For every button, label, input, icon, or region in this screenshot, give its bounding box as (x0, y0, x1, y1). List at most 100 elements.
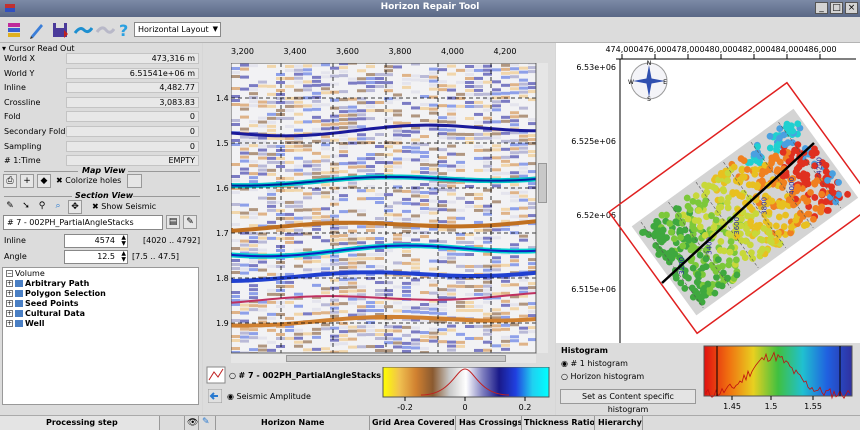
contour-label: 3400 (706, 237, 714, 255)
tree-item[interactable]: + Arbitrary Path (6, 279, 89, 288)
tree-item[interactable]: + Cultural Data (6, 309, 85, 318)
show-seismic-label: Show Seismic (101, 202, 157, 211)
pen-tool-icon[interactable]: ✎ (6, 201, 14, 211)
contour-label: 4000 (788, 177, 796, 195)
colorbar-icon[interactable] (206, 366, 226, 384)
x-tick-label: 3,600 (336, 47, 359, 56)
map-y-tick-label: 6.52e+06 (576, 211, 616, 220)
expand-icon[interactable]: + (6, 290, 13, 297)
amplitude-radio[interactable]: ◉ Seismic Amplitude (227, 392, 311, 401)
histogram-option-2[interactable]: ○ Horizon histogram (561, 372, 644, 381)
arrow-tool-icon[interactable]: ➘ (22, 201, 30, 211)
cursor-readout-header[interactable]: ▾ Cursor Read Out (2, 44, 75, 53)
color-swatch-button[interactable] (127, 174, 142, 188)
colorbar-tick-label: -0.2 (397, 403, 413, 412)
expand-icon[interactable]: + (6, 280, 13, 287)
inline-spinner[interactable]: 4574 ▲ ▼ (64, 234, 128, 248)
column-divider (215, 416, 216, 430)
select-tool-icon[interactable]: ⎙ (3, 174, 17, 188)
tree-item[interactable]: + Polygon Selection (6, 289, 106, 298)
vertical-scrollbar[interactable] (536, 63, 548, 353)
column-divider (369, 416, 370, 430)
maximize-button[interactable]: □ (830, 2, 843, 14)
tree-item[interactable]: + Seed Points (6, 299, 79, 308)
inline-label: Inline (4, 236, 26, 245)
divider (133, 196, 200, 197)
cursor-field-label: Sampling (4, 141, 42, 151)
seismic-colorbar[interactable]: -0.2 0 0.2 (381, 367, 553, 413)
app-icon (5, 4, 15, 12)
histogram-option-1[interactable]: ◉ # 1 histogram (561, 359, 628, 368)
eye-icon[interactable]: 👁 (187, 418, 199, 428)
col-horizon-name[interactable]: Horizon Name (261, 418, 325, 427)
compass-icon: N S E W (628, 60, 668, 103)
x-tick-label: 3,200 (231, 47, 254, 56)
map-y-tick-label: 6.515e+06 (571, 285, 616, 294)
dataset-select[interactable]: # 7 - 002PH_PartialAngleStacks (3, 215, 163, 230)
collapse-icon[interactable]: − (6, 270, 13, 277)
tree-root[interactable]: − Volume (6, 269, 45, 278)
scroll-thumb[interactable] (286, 355, 506, 362)
title-bar: Horizon Repair Tool _ □ × (0, 0, 860, 17)
cursor-field-label: Secondary Fold (4, 127, 66, 136)
cursor-field-label: Fold (4, 112, 21, 122)
layout-select[interactable]: Horizontal Layout ▼ (134, 22, 221, 37)
histogram-chart[interactable]: 1.45 1.5 1.55 (702, 344, 856, 414)
folder-icon (15, 290, 23, 297)
angle-spinner[interactable]: 12.5 ▲ ▼ (64, 250, 128, 264)
map-view[interactable]: 474,000 476,000 478,000 480,000 482,000 484,0… (556, 43, 860, 343)
spinner-arrows-icon[interactable]: ▲ ▼ (121, 250, 126, 263)
colorbar-tick-label: 0 (462, 403, 467, 412)
pick-tool-icon[interactable]: ⚲ (38, 201, 46, 211)
cursor-field-value: 4,482.77 (66, 82, 199, 94)
col-has-crossings[interactable]: Has Crossings (459, 418, 523, 427)
pan-icon[interactable]: ✥ (68, 200, 82, 214)
tree-item-label: Cultural Data (25, 309, 85, 318)
column-divider (198, 416, 199, 430)
expand-icon[interactable]: + (6, 300, 13, 307)
map-canvas[interactable]: 474,000 476,000 478,000 480,000 482,000 484,0… (556, 43, 860, 343)
expand-icon[interactable]: + (6, 320, 13, 327)
dataset-browse-icon[interactable]: ▤ (166, 215, 180, 229)
horizontal-scrollbar[interactable] (231, 353, 536, 363)
pencil-icon[interactable] (27, 20, 47, 40)
pencil-icon[interactable]: ✎ (202, 417, 210, 427)
spinner-arrows-icon[interactable]: ▲ ▼ (121, 234, 126, 247)
set-content-histogram-button[interactable]: Set as Content specific histogram (560, 389, 696, 414)
colorize-holes-checkbox[interactable]: ✖ Colorize holes (56, 176, 121, 185)
cursor-field-value: 3,083.83 (66, 96, 199, 108)
horizon-smooth-icon[interactable] (95, 20, 115, 40)
scroll-thumb[interactable] (538, 163, 547, 203)
back-arrow-icon[interactable] (208, 389, 222, 403)
tree-item-label: Seed Points (25, 299, 79, 308)
seismic-section[interactable] (231, 63, 549, 363)
horizon-fill-icon[interactable] (73, 20, 93, 40)
stack-layers-icon[interactable] (4, 20, 24, 40)
dataset-edit-icon[interactable]: ✎ (183, 215, 197, 229)
check-icon: ✖ (92, 202, 99, 211)
tree-item[interactable]: + Well (6, 319, 44, 328)
minimize-button[interactable]: _ (815, 2, 828, 14)
colorbar-tick-label: 0.2 (519, 403, 532, 412)
tree-item-label: Arbitrary Path (25, 279, 90, 288)
plus-icon[interactable]: + (20, 174, 34, 188)
window-title: Horizon Repair Tool (380, 2, 480, 12)
col-grid-area[interactable]: Grid Area Covered (372, 418, 455, 427)
help-icon[interactable]: ? (113, 20, 133, 40)
col-thickness-ratio[interactable]: Thickness Ratio (524, 418, 596, 427)
svg-text:?: ? (119, 21, 128, 40)
map-x-tick-label: 482,000 (737, 45, 770, 54)
zoom-icon[interactable]: ⌕ (55, 201, 61, 211)
dataset-radio[interactable]: ○ # 7 - 002PH_PartialAngleStacks (229, 371, 381, 380)
contour-label: 3800 (761, 197, 769, 215)
save-icon[interactable] (50, 20, 70, 40)
chevron-down-icon: ▼ (212, 25, 218, 33)
paint-icon[interactable]: ◆ (37, 174, 51, 188)
cursor-field-value: 6.51541e+06 m (66, 67, 199, 79)
show-seismic-checkbox[interactable]: ✖ Show Seismic (92, 202, 156, 211)
column-divider (521, 416, 522, 430)
y-tick-label: 1.4 (216, 94, 229, 103)
expand-icon[interactable]: + (6, 310, 13, 317)
col-hierarchy[interactable]: Hierarchy (598, 418, 642, 427)
close-button[interactable]: × (845, 2, 858, 14)
